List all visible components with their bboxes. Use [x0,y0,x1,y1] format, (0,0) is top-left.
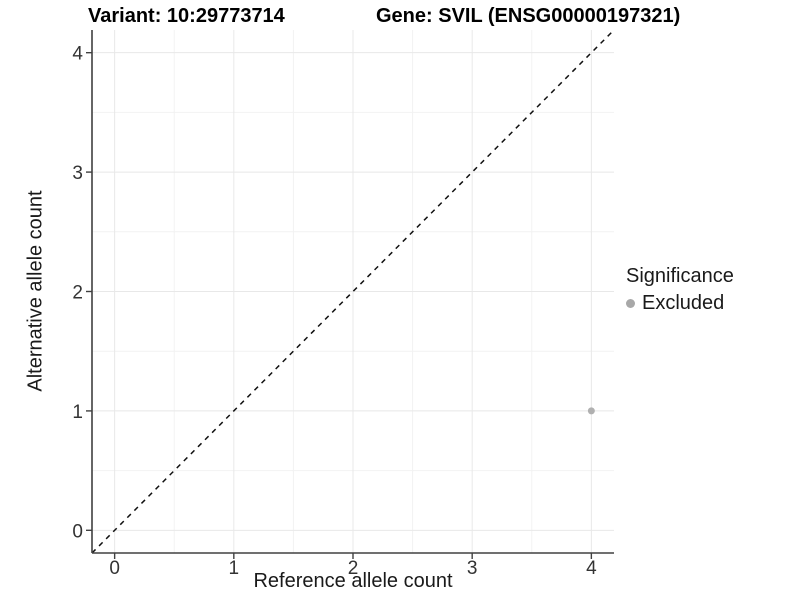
y-tick-label: 0 [72,521,83,542]
y-tick-label: 4 [72,44,83,65]
legend-item-excluded: Excluded [626,291,734,315]
x-tick-label: 1 [229,558,240,579]
y-tick-label: 2 [72,283,83,304]
variant-title: Variant: 10:29773714 [88,5,285,27]
y-tick-label: 3 [72,163,83,184]
data-point [587,407,595,415]
legend-item-label: Excluded [642,292,725,314]
y-axis-label: Alternative allele count [24,190,47,392]
legend: Significance Excluded [626,264,734,315]
x-tick-label: 3 [467,558,478,579]
x-tick-label: 4 [586,558,597,579]
x-tick-label: 2 [348,558,359,579]
gene-title: Gene: SVIL (ENSG00000197321) [376,5,681,27]
excluded-point-swatch [626,298,635,308]
y-tick-label: 1 [72,402,83,423]
legend-title: Significance [626,265,734,287]
x-tick-label: 0 [109,558,120,579]
identity-line [91,29,615,554]
x-axis-label: Reference allele count [253,570,453,592]
